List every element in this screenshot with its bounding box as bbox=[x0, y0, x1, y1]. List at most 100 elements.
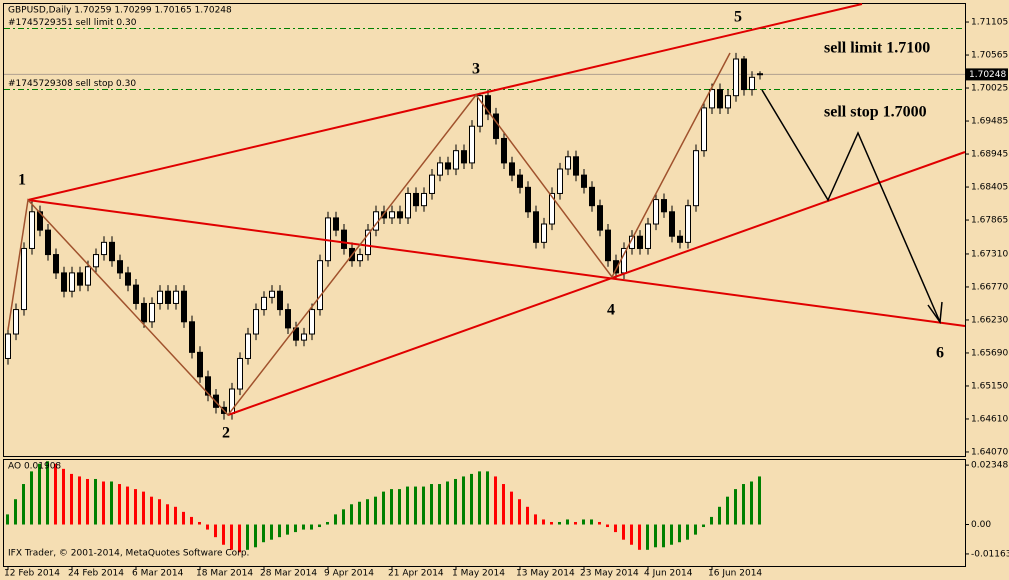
ao-bar bbox=[694, 524, 697, 535]
ao-bar bbox=[662, 524, 665, 548]
ao-bar bbox=[502, 484, 505, 525]
ao-bar bbox=[630, 524, 633, 545]
candle-body bbox=[453, 150, 459, 170]
candle-body bbox=[741, 58, 747, 91]
candle-body bbox=[317, 260, 323, 311]
ao-bar bbox=[606, 524, 609, 528]
candle-body bbox=[109, 241, 115, 262]
y-tick-label: 1.67865 bbox=[971, 216, 1008, 226]
ao-bar bbox=[462, 476, 465, 525]
candle-body bbox=[501, 137, 507, 164]
candle-body bbox=[565, 156, 571, 170]
candle-body bbox=[581, 174, 587, 188]
y-tick-label: 0.00 bbox=[971, 520, 991, 530]
ao-title: AO 0.01908 bbox=[8, 462, 61, 472]
ao-bar bbox=[78, 476, 81, 525]
ao-bar bbox=[574, 521, 577, 525]
ao-bar bbox=[598, 521, 601, 525]
candle-body bbox=[309, 309, 315, 335]
ao-bar bbox=[110, 481, 113, 525]
y-tick-label: 1.67310 bbox=[971, 249, 1008, 259]
ao-bar bbox=[510, 491, 513, 525]
trend-line bbox=[227, 151, 966, 416]
candle-body bbox=[13, 309, 19, 335]
x-tick-label: 1 May 2014 bbox=[452, 569, 505, 579]
ao-bar bbox=[22, 484, 25, 525]
current-price-label: 1.70248 bbox=[969, 70, 1006, 80]
candle-body bbox=[549, 192, 555, 225]
ao-bar bbox=[86, 478, 89, 525]
ao-bar bbox=[238, 524, 241, 553]
ao-bar bbox=[214, 524, 217, 538]
candle-body bbox=[197, 351, 203, 378]
candle-body bbox=[421, 192, 427, 207]
ao-bar bbox=[190, 516, 193, 525]
wave-path bbox=[7, 52, 731, 417]
candle-body bbox=[189, 321, 195, 353]
ao-bar bbox=[302, 524, 305, 530]
candle-body bbox=[413, 192, 419, 207]
candle-body bbox=[237, 357, 243, 390]
ao-bar bbox=[350, 504, 353, 525]
x-tick-label: 21 Apr 2014 bbox=[388, 569, 444, 579]
ao-bar bbox=[430, 484, 433, 525]
candle-body bbox=[85, 266, 91, 286]
ao-bar bbox=[382, 491, 385, 525]
wave-label: 1 bbox=[18, 172, 26, 189]
candle-body bbox=[205, 376, 211, 396]
ao-bar bbox=[358, 501, 361, 525]
ao-bar bbox=[486, 471, 489, 525]
x-tick-label: 12 Feb 2014 bbox=[4, 569, 60, 579]
x-tick-label: 24 Feb 2014 bbox=[68, 569, 124, 579]
x-tick-label: 18 Mar 2014 bbox=[196, 569, 253, 579]
candle-body bbox=[645, 223, 651, 249]
ao-bar bbox=[286, 524, 289, 535]
ao-bar bbox=[102, 481, 105, 525]
y-tick-label: 1.66230 bbox=[971, 315, 1008, 325]
y-tick-label: 1.69485 bbox=[971, 117, 1008, 127]
ao-bar bbox=[262, 524, 265, 543]
ao-bar bbox=[446, 481, 449, 525]
ao-bar bbox=[534, 514, 537, 525]
ao-bar bbox=[342, 509, 345, 525]
forecast-path bbox=[761, 89, 941, 323]
ao-bar bbox=[94, 478, 97, 525]
x-tick-label: 16 Jun 2014 bbox=[708, 569, 762, 579]
candle-body bbox=[141, 302, 147, 323]
ao-bar bbox=[542, 519, 545, 525]
candle-body bbox=[341, 229, 347, 249]
ao-bar bbox=[366, 499, 369, 525]
x-tick-label: 4 Jun 2014 bbox=[644, 569, 693, 579]
ao-bar bbox=[390, 489, 393, 525]
ao-bar bbox=[678, 524, 681, 543]
candle-body bbox=[77, 272, 83, 286]
candle-body bbox=[21, 247, 27, 311]
ao-bar bbox=[30, 471, 33, 525]
y-tick-label: 1.65150 bbox=[971, 381, 1008, 391]
ao-bar bbox=[246, 524, 249, 550]
sell-stop-note: sell stop 1.7000 bbox=[824, 104, 927, 121]
ao-bar bbox=[270, 524, 273, 540]
main-frame bbox=[3, 3, 966, 457]
arrow-head bbox=[927, 301, 943, 325]
ao-bar bbox=[406, 486, 409, 525]
ao-bar bbox=[750, 481, 753, 525]
candle-body bbox=[509, 162, 515, 176]
wave-label: 5 bbox=[734, 9, 742, 26]
x-tick-label: 9 Apr 2014 bbox=[324, 569, 374, 579]
candle-body bbox=[101, 241, 107, 256]
candle-body bbox=[437, 162, 443, 176]
candle-body bbox=[541, 223, 547, 243]
ao-bar bbox=[14, 499, 17, 525]
ao-bar bbox=[278, 524, 281, 538]
candle-body bbox=[181, 290, 187, 323]
ao-bar bbox=[478, 471, 481, 525]
current-price-box bbox=[966, 68, 1008, 81]
candle-body bbox=[389, 211, 395, 219]
candle-body bbox=[613, 260, 619, 274]
y-tick-label: 0.02348 bbox=[971, 461, 1008, 471]
candle-body bbox=[245, 333, 251, 359]
ao-bar bbox=[638, 524, 641, 550]
ao-bar bbox=[734, 489, 737, 525]
